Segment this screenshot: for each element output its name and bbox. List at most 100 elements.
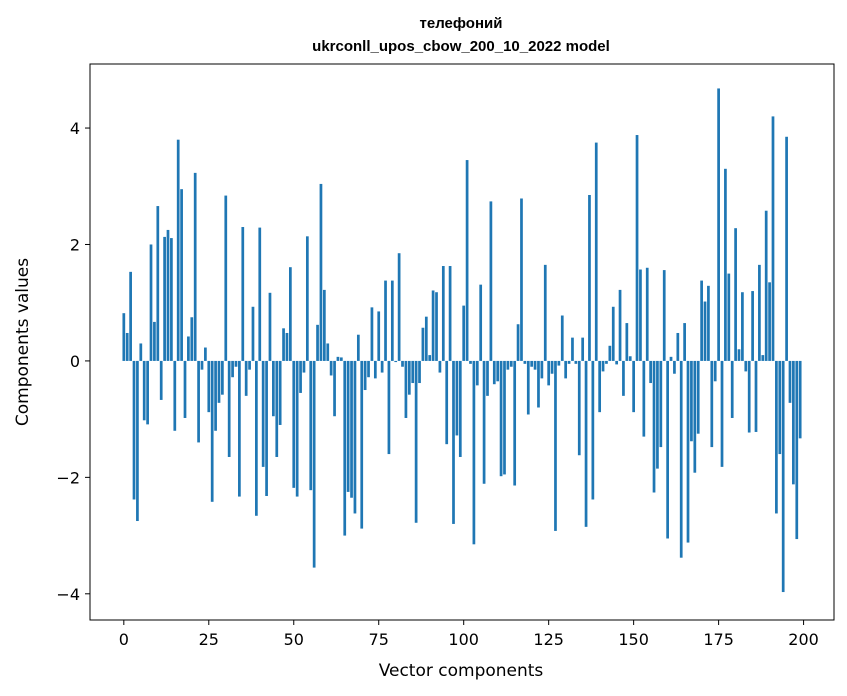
bar xyxy=(608,345,612,361)
bar xyxy=(744,360,748,372)
y-tick-label: −4 xyxy=(56,585,80,604)
y-tick-label: 0 xyxy=(70,352,80,371)
bar xyxy=(554,360,557,531)
bar xyxy=(435,292,438,361)
bar xyxy=(295,360,299,497)
bar xyxy=(669,356,673,361)
bar xyxy=(513,360,517,486)
bar xyxy=(700,280,703,361)
bar xyxy=(197,360,200,443)
bar xyxy=(282,328,285,361)
bar xyxy=(469,360,472,364)
bar xyxy=(734,228,737,361)
bars-group xyxy=(122,88,802,593)
bar xyxy=(380,360,384,373)
bar xyxy=(792,360,795,485)
bar xyxy=(781,360,785,593)
bar xyxy=(193,172,197,361)
bar xyxy=(693,360,697,473)
bar xyxy=(611,306,615,361)
bar xyxy=(537,360,540,408)
y-axis-label: Components values xyxy=(13,258,33,426)
y-tick-label: −2 xyxy=(56,468,80,487)
bar xyxy=(642,360,646,437)
bar xyxy=(394,360,398,363)
bar xyxy=(751,291,754,361)
bar xyxy=(737,349,741,361)
bar xyxy=(465,160,469,361)
y-tick-label: 2 xyxy=(70,235,80,254)
bar xyxy=(479,284,483,361)
bar xyxy=(190,317,194,361)
bar xyxy=(258,227,262,361)
bar xyxy=(170,238,173,361)
bar xyxy=(231,360,234,378)
bar xyxy=(275,360,279,457)
bar xyxy=(673,360,676,374)
bar xyxy=(679,360,683,558)
bar xyxy=(360,360,364,529)
bar xyxy=(142,360,146,421)
bar xyxy=(662,270,666,361)
bar xyxy=(353,360,357,514)
y-tick-label: 4 xyxy=(70,119,80,138)
bar xyxy=(441,266,445,361)
bar xyxy=(367,360,370,378)
bar xyxy=(656,360,659,469)
bar xyxy=(509,360,513,367)
bar xyxy=(153,321,156,361)
bar xyxy=(316,324,319,361)
bar xyxy=(183,360,187,418)
bar xyxy=(268,292,272,361)
bar xyxy=(758,264,761,361)
bar xyxy=(492,360,496,385)
x-tick-label: 50 xyxy=(284,630,304,649)
bar xyxy=(696,360,700,434)
bar xyxy=(312,360,316,568)
bar xyxy=(516,324,520,361)
x-axis: 0 25 50 75 100 125 150 175 200 xyxy=(119,620,819,649)
bar xyxy=(690,360,693,442)
x-tick-label: 25 xyxy=(199,630,219,649)
bar xyxy=(775,360,778,514)
bar xyxy=(526,360,530,415)
bar xyxy=(390,280,394,361)
bar xyxy=(238,360,241,497)
bar xyxy=(496,360,500,382)
bar xyxy=(571,337,574,361)
bar xyxy=(615,360,619,365)
bar xyxy=(520,198,523,361)
bar xyxy=(588,194,591,361)
bar xyxy=(363,360,367,391)
bar xyxy=(163,236,166,361)
x-tick-label: 75 xyxy=(369,630,389,649)
bar xyxy=(302,360,306,373)
bar xyxy=(683,323,686,361)
bar xyxy=(785,136,788,361)
bar xyxy=(234,360,238,367)
bar xyxy=(581,337,585,361)
bar xyxy=(333,360,336,417)
bar xyxy=(278,360,282,425)
bar xyxy=(645,267,649,361)
bar xyxy=(455,360,459,436)
bar xyxy=(659,360,663,448)
x-tick-label: 150 xyxy=(618,630,649,649)
bar xyxy=(506,360,510,370)
bar xyxy=(458,360,462,457)
bar xyxy=(346,360,350,492)
bar xyxy=(452,360,455,524)
bar xyxy=(625,323,629,361)
bar xyxy=(227,360,231,457)
bar xyxy=(618,289,622,361)
bar xyxy=(632,360,635,413)
bar xyxy=(482,360,486,484)
bar xyxy=(424,316,428,361)
bar xyxy=(594,142,598,361)
plot-frame xyxy=(89,63,835,621)
x-tick-label: 200 xyxy=(788,630,819,649)
bar xyxy=(241,227,245,361)
bar xyxy=(686,360,690,543)
bar xyxy=(499,360,503,477)
